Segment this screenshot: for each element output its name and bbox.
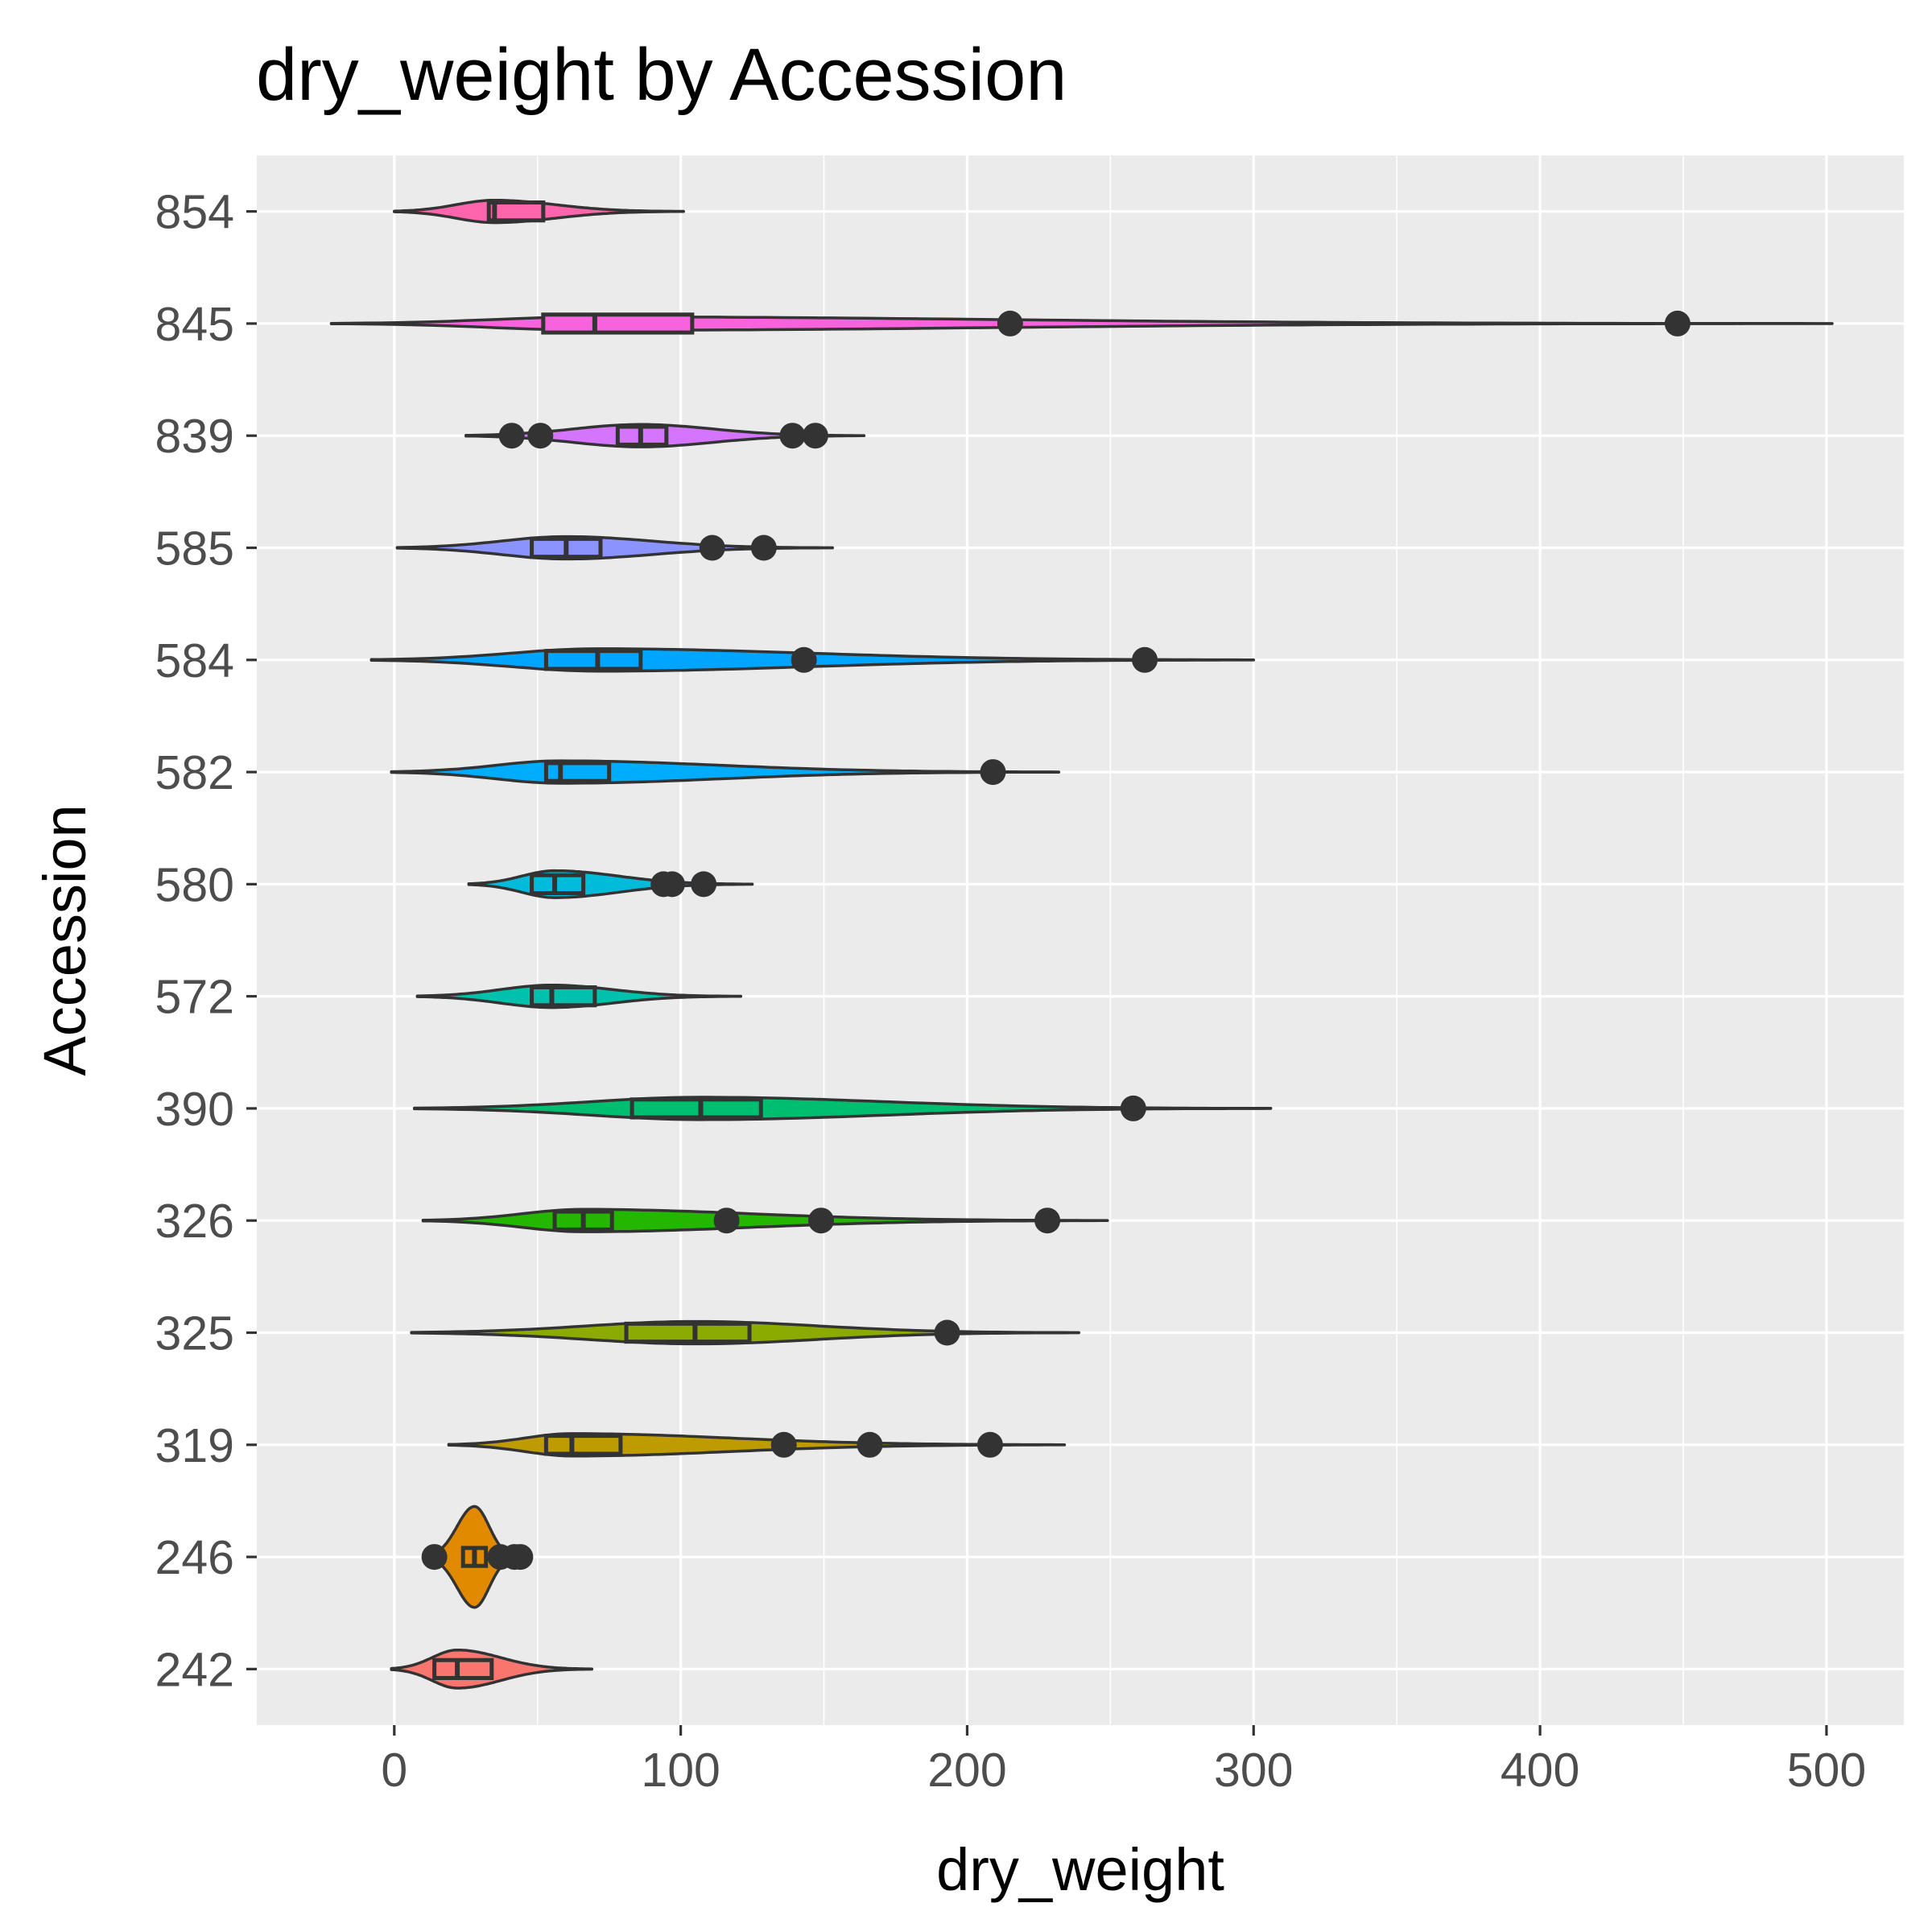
violin-group-582 <box>390 759 1061 786</box>
outlier-point <box>507 1544 534 1571</box>
violin-marks <box>329 198 1834 1690</box>
outlier-point <box>1034 1208 1061 1234</box>
violin-group-242 <box>390 1648 594 1690</box>
box-iqr <box>541 312 695 335</box>
x-tick-label: 0 <box>381 1744 407 1797</box>
outlier-point <box>791 646 817 673</box>
y-axis-title: Accession <box>31 804 98 1075</box>
outlier-point <box>527 423 554 449</box>
y-tick-label: 845 <box>155 298 234 351</box>
x-tick-label: 500 <box>1787 1744 1866 1797</box>
x-tick-label: 400 <box>1501 1744 1579 1797</box>
box-iqr <box>530 985 597 1008</box>
plot-panel <box>257 155 1904 1725</box>
outlier-point <box>421 1544 448 1571</box>
box-iqr <box>624 1321 752 1344</box>
outlier-point <box>980 759 1006 786</box>
box-iqr <box>543 1434 623 1456</box>
y-tick-label: 246 <box>155 1531 234 1584</box>
outlier-point <box>699 535 725 561</box>
x-axis: 0 100 200 300 400 500 <box>381 1725 1866 1797</box>
outlier-point <box>976 1431 1003 1458</box>
y-tick-label: 585 <box>155 522 234 576</box>
box-iqr <box>486 200 546 223</box>
y-tick-label: 582 <box>155 746 234 799</box>
violin-group-580 <box>467 869 754 899</box>
outlier-point <box>658 871 685 898</box>
outlier-point <box>1664 310 1690 336</box>
violin-group-246 <box>421 1505 534 1609</box>
violin-group-854 <box>393 198 685 225</box>
y-tick-label: 242 <box>155 1643 234 1696</box>
violin-group-572 <box>415 983 743 1009</box>
y-tick-label: 572 <box>155 971 234 1024</box>
outlier-point <box>498 423 525 449</box>
y-axis: 242 246 319 325 326 390 572 580 582 584 585 839 845 8… <box>155 186 257 1696</box>
y-tick-label: 325 <box>155 1307 234 1360</box>
y-tick-label: 854 <box>155 186 234 239</box>
outlier-point <box>770 1431 797 1458</box>
outlier-point <box>807 1208 834 1234</box>
box-iqr <box>432 1657 494 1681</box>
outlier-point <box>802 423 828 449</box>
violin-group-325 <box>410 1319 1080 1346</box>
outlier-point <box>691 871 717 898</box>
outlier-point <box>934 1319 960 1346</box>
box-iqr <box>530 873 586 895</box>
violin-group-585 <box>395 535 834 561</box>
outlier-point <box>997 310 1023 336</box>
violin-group-319 <box>447 1431 1067 1458</box>
y-tick-label: 390 <box>155 1083 234 1136</box>
violin-shape <box>412 1096 1273 1121</box>
outlier-point <box>857 1431 883 1458</box>
chart-title: dry_weight by Accession <box>256 34 1067 116</box>
x-tick-label: 300 <box>1214 1744 1293 1797</box>
box-iqr <box>630 1097 763 1120</box>
violin-group-845 <box>329 310 1834 336</box>
y-tick-label: 839 <box>155 410 234 463</box>
y-tick-label: 326 <box>155 1195 234 1248</box>
minor-gridlines <box>536 155 1684 1725</box>
x-tick-label: 100 <box>641 1744 720 1797</box>
violin-group-326 <box>421 1208 1109 1234</box>
outlier-point <box>1120 1095 1146 1121</box>
y-tick-label: 580 <box>155 858 234 911</box>
y-tick-label: 319 <box>155 1419 234 1472</box>
y-tick-label: 584 <box>155 634 234 687</box>
violin-shape <box>329 315 1834 332</box>
violin-group-584 <box>369 646 1256 673</box>
outlier-point <box>713 1208 740 1234</box>
box-iqr <box>543 649 643 671</box>
outlier-point <box>750 535 777 561</box>
x-tick-label: 200 <box>927 1744 1006 1797</box>
violin-group-390 <box>412 1095 1273 1121</box>
x-axis-title: dry_weight <box>936 1836 1224 1903</box>
outlier-point <box>779 423 806 449</box>
box-iqr <box>543 761 612 783</box>
outlier-point <box>1132 646 1158 673</box>
violin-group-839 <box>464 423 866 449</box>
